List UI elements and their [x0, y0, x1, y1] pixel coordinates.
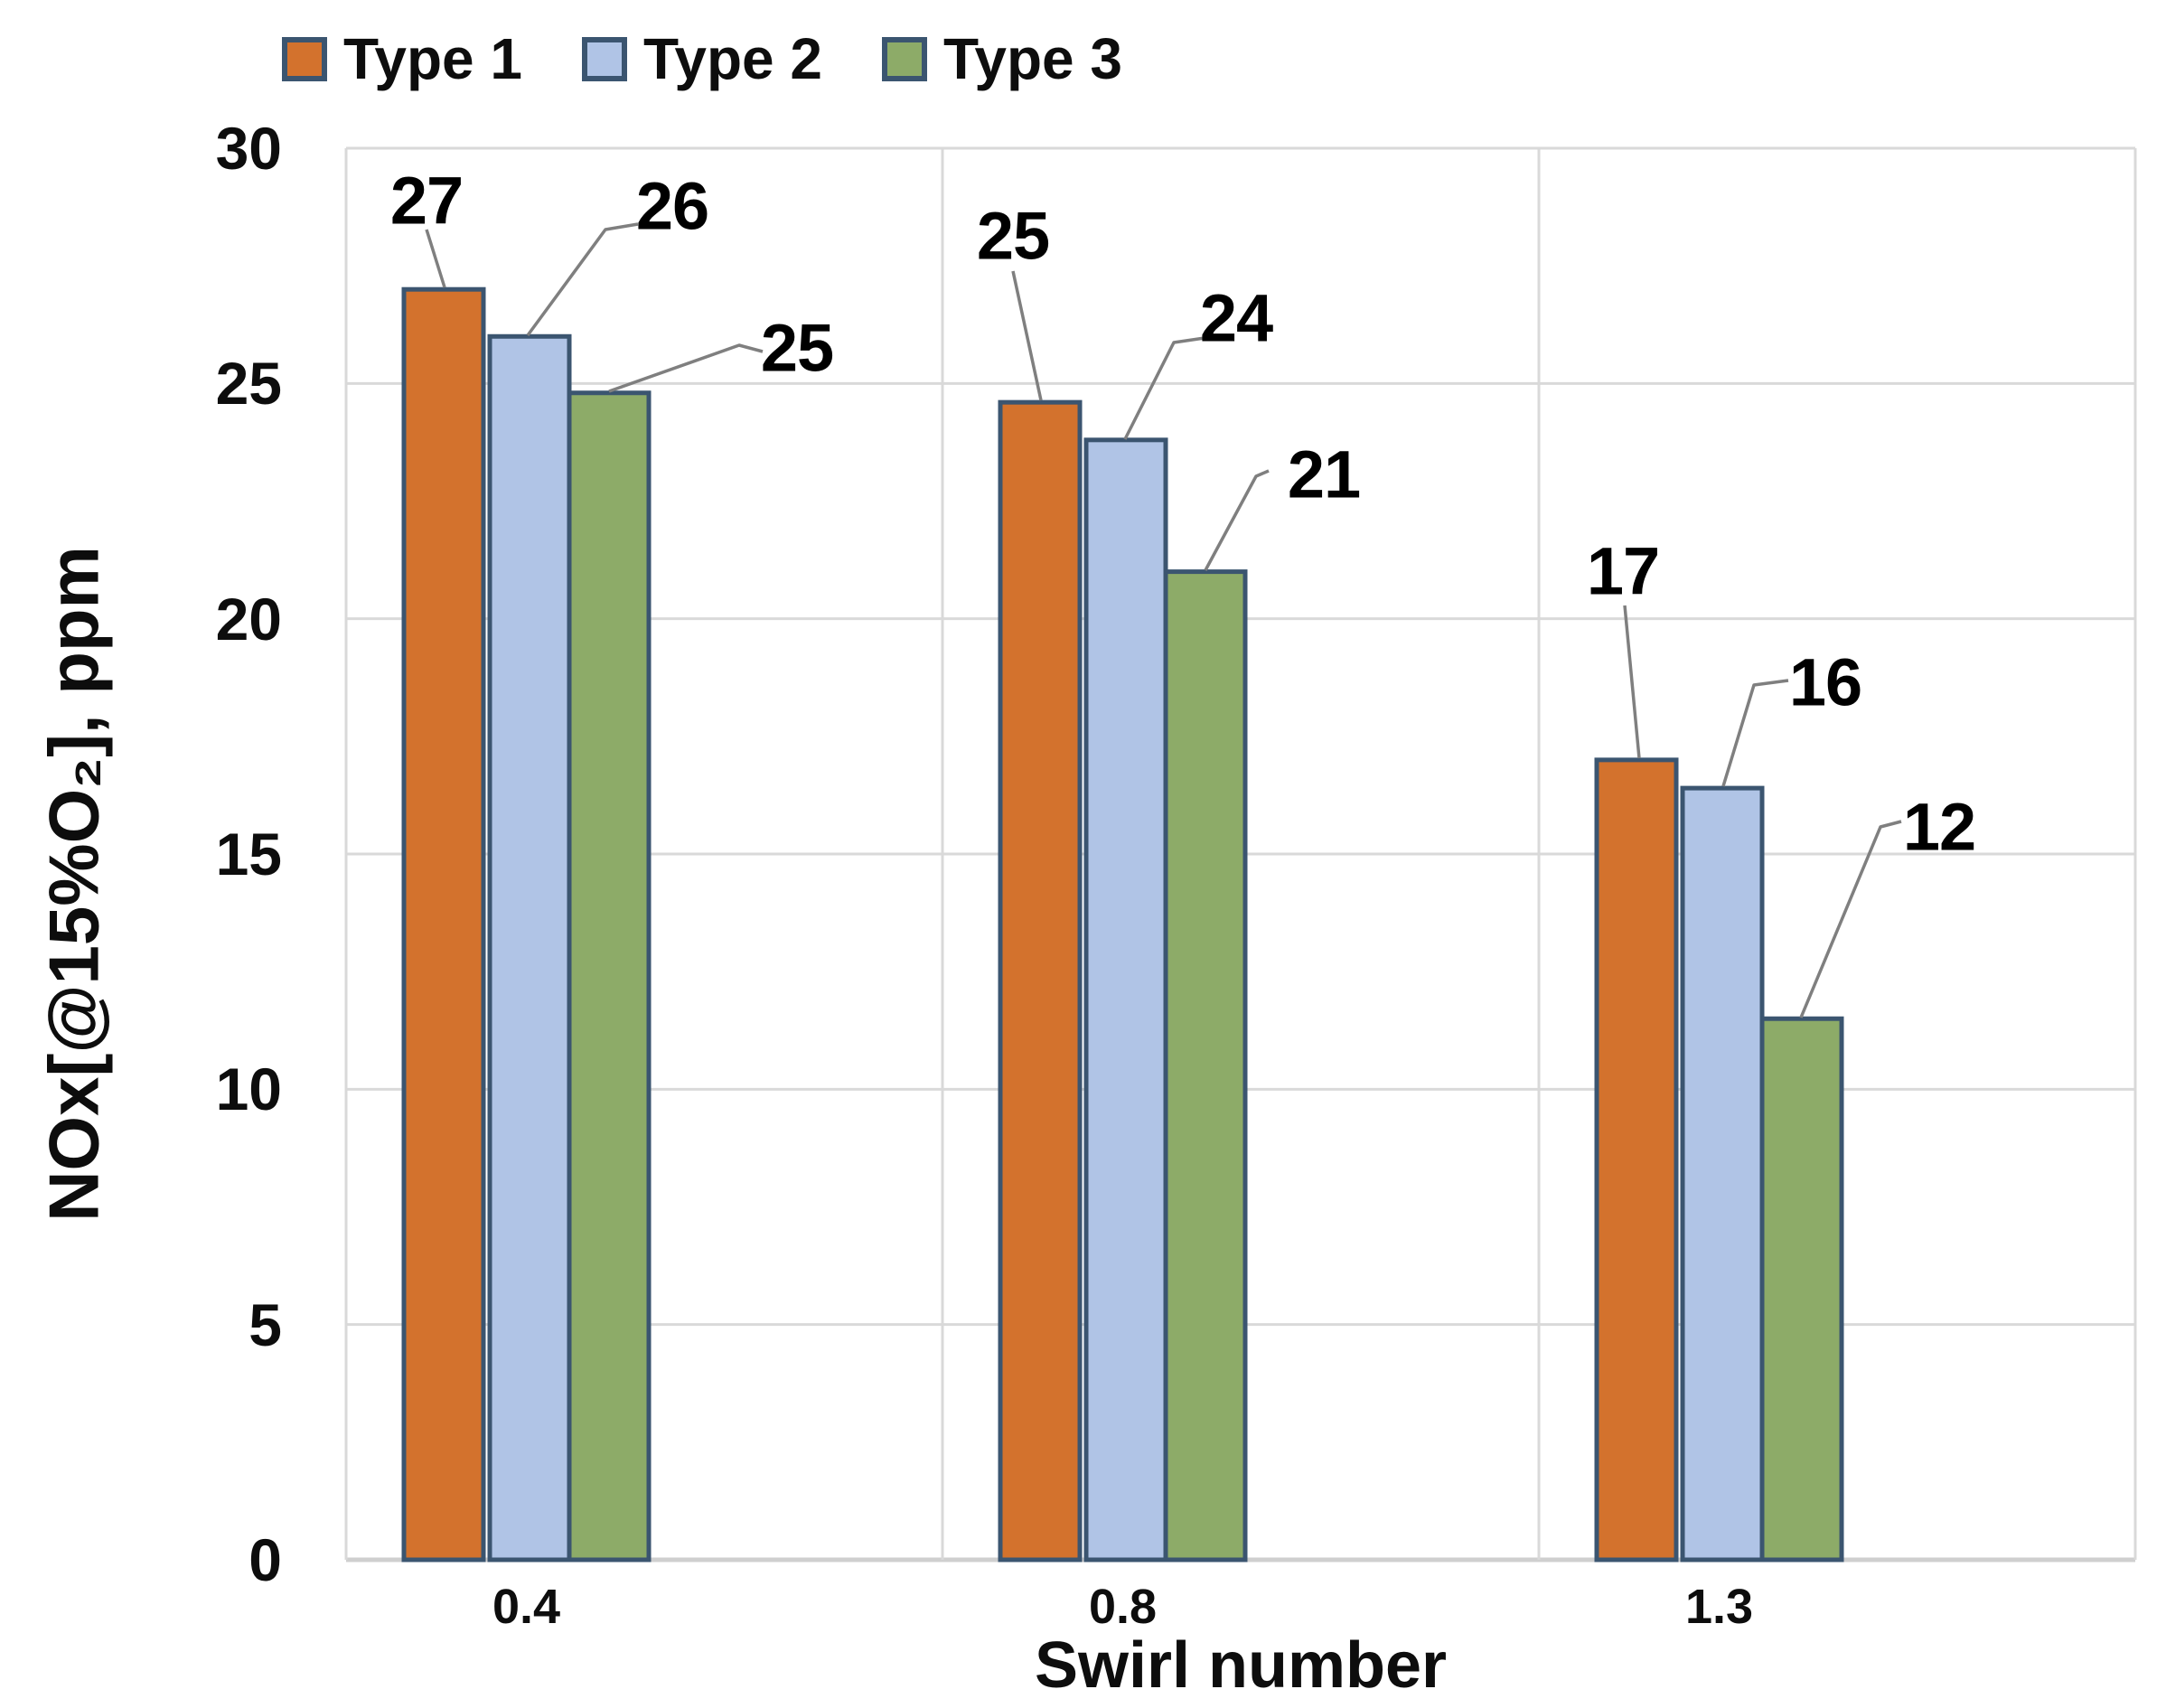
bar-type3-swirl0.8	[1163, 569, 1248, 1563]
data-label-type2-swirl1.3: 16	[1788, 644, 1862, 720]
bar-type3-swirl1.3	[1759, 1016, 1844, 1563]
legend-swatch-type1-icon	[282, 36, 327, 81]
leader-line-type2-swirl0.8	[1123, 336, 1205, 440]
data-label-type1-swirl0.8: 25	[976, 198, 1050, 274]
data-label-type3-swirl0.8: 21	[1287, 436, 1361, 512]
bar-type3-swirl0.4	[567, 390, 652, 1563]
y-tick-10: 10	[215, 1056, 282, 1123]
leader-line-type3-swirl0.8	[1204, 469, 1270, 571]
legend-swatch-type3-icon	[882, 36, 927, 81]
bar-type2-swirl1.3	[1680, 785, 1765, 1563]
bar-type2-swirl0.8	[1083, 437, 1168, 1563]
leader-line-type1-swirl0.8	[1011, 270, 1043, 401]
leader-line-type1-swirl0.4	[425, 229, 446, 288]
leader-line-type2-swirl1.3	[1721, 679, 1789, 787]
data-label-type3-swirl0.4: 25	[760, 310, 834, 386]
legend-label-type1: Type 1	[343, 26, 522, 91]
y-axis-title: NOx[@15%O₂], ppm	[33, 546, 114, 1222]
legend-label-type2: Type 2	[643, 26, 822, 91]
bar-type1-swirl0.8	[998, 399, 1083, 1563]
data-label-type3-swirl1.3: 12	[1902, 789, 1976, 865]
legend-item-type1: Type 1	[282, 25, 522, 92]
x-axis-title: Swirl number	[1034, 1629, 1448, 1702]
x-tick-1.3: 1.3	[1684, 1580, 1754, 1634]
bar-type1-swirl1.3	[1594, 757, 1679, 1563]
bar-type1-swirl0.4	[401, 286, 486, 1563]
y-tick-30: 30	[215, 115, 282, 182]
legend-item-type3: Type 3	[882, 25, 1122, 92]
legend: Type 1 Type 2 Type 3	[282, 25, 1122, 92]
data-label-type1-swirl1.3: 17	[1586, 533, 1660, 609]
legend-label-type3: Type 3	[943, 26, 1122, 91]
leader-line-type3-swirl1.3	[1799, 820, 1902, 1018]
x-tick-0.8: 0.8	[1088, 1580, 1158, 1634]
leader-line-type2-swirl0.4	[526, 222, 639, 337]
leader-line-type1-swirl1.3	[1623, 605, 1641, 759]
data-label-type1-swirl0.4: 27	[389, 163, 464, 239]
y-tick-15: 15	[215, 821, 282, 887]
data-label-type2-swirl0.8: 24	[1199, 280, 1273, 356]
y-tick-25: 25	[215, 350, 282, 418]
y-tick-0: 0	[248, 1526, 282, 1593]
leader-line-type3-swirl0.4	[608, 343, 764, 393]
bar-type2-swirl0.4	[487, 333, 572, 1563]
y-tick-20: 20	[215, 585, 282, 652]
y-tick-5: 5	[248, 1290, 282, 1358]
legend-swatch-type2-icon	[582, 36, 627, 81]
data-label-type2-swirl0.4: 26	[635, 168, 709, 244]
x-tick-0.4: 0.4	[492, 1580, 561, 1634]
legend-item-type2: Type 2	[582, 25, 822, 92]
